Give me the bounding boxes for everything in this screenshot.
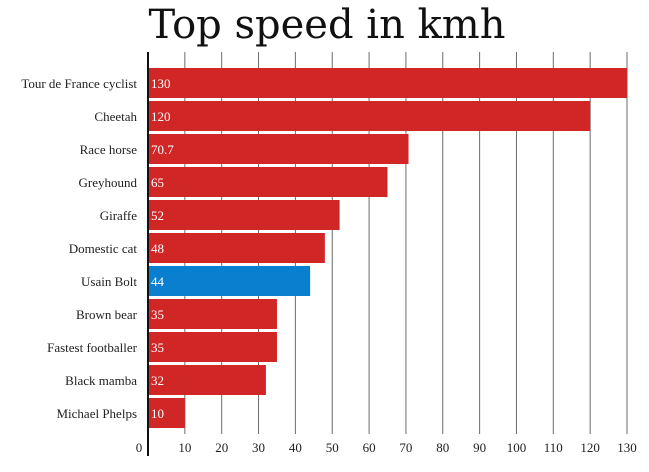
bar-value-label: 44 — [151, 274, 165, 289]
category-label: Giraffe — [100, 208, 138, 223]
x-tick-label: 110 — [544, 440, 563, 455]
bar — [148, 134, 409, 164]
x-tick-label: 120 — [580, 440, 600, 455]
chart-title: Top speed in kmh — [149, 2, 506, 48]
x-axis-ticks: 0 10 20 30 40 50 60 70 80 90 100 110 120 130 — [136, 440, 637, 455]
x-tick-label: 80 — [436, 440, 449, 455]
bar — [148, 101, 591, 131]
x-tick-label: 90 — [473, 440, 486, 455]
bar — [148, 332, 277, 362]
bar-value-label: 35 — [151, 307, 164, 322]
category-label: Race horse — [80, 142, 138, 157]
x-tick-label: 60 — [363, 440, 376, 455]
category-label: Brown bear — [76, 307, 138, 322]
bar — [148, 68, 627, 98]
category-label: Tour de France cyclist — [21, 76, 137, 91]
bar — [148, 365, 266, 395]
bars: 130 120 70.7 65 52 48 44 35 35 32 10 — [148, 68, 627, 428]
bar-value-label: 48 — [151, 241, 164, 256]
x-tick-label: 100 — [507, 440, 527, 455]
category-labels: Tour de France cyclist Cheetah Race horse G… — [21, 76, 137, 421]
bar-value-label: 35 — [151, 340, 164, 355]
bar-value-label: 10 — [151, 406, 164, 421]
bar — [148, 233, 325, 263]
bar-value-label: 32 — [151, 373, 164, 388]
bar-value-label: 70.7 — [151, 142, 174, 157]
category-label: Usain Bolt — [81, 274, 137, 289]
bar — [148, 167, 388, 197]
bar-value-label: 130 — [151, 76, 171, 91]
category-label: Greyhound — [79, 175, 138, 190]
x-tick-label: 0 — [136, 440, 143, 455]
category-label: Fastest footballer — [47, 340, 138, 355]
x-tick-label: 50 — [326, 440, 339, 455]
bar-value-label: 65 — [151, 175, 164, 190]
bar — [148, 398, 185, 428]
bar — [148, 266, 311, 296]
x-tick-label: 10 — [178, 440, 191, 455]
bar — [148, 299, 277, 329]
x-tick-label: 30 — [252, 440, 265, 455]
x-tick-label: 130 — [617, 440, 637, 455]
x-tick-label: 40 — [289, 440, 302, 455]
category-label: Black mamba — [65, 373, 137, 388]
bar-value-label: 120 — [151, 109, 171, 124]
x-tick-label: 70 — [399, 440, 412, 455]
category-label: Domestic cat — [69, 241, 138, 256]
x-tick-label: 20 — [215, 440, 228, 455]
bar-value-label: 52 — [151, 208, 164, 223]
bar — [148, 200, 340, 230]
category-label: Cheetah — [94, 109, 137, 124]
category-label: Michael Phelps — [56, 406, 137, 421]
